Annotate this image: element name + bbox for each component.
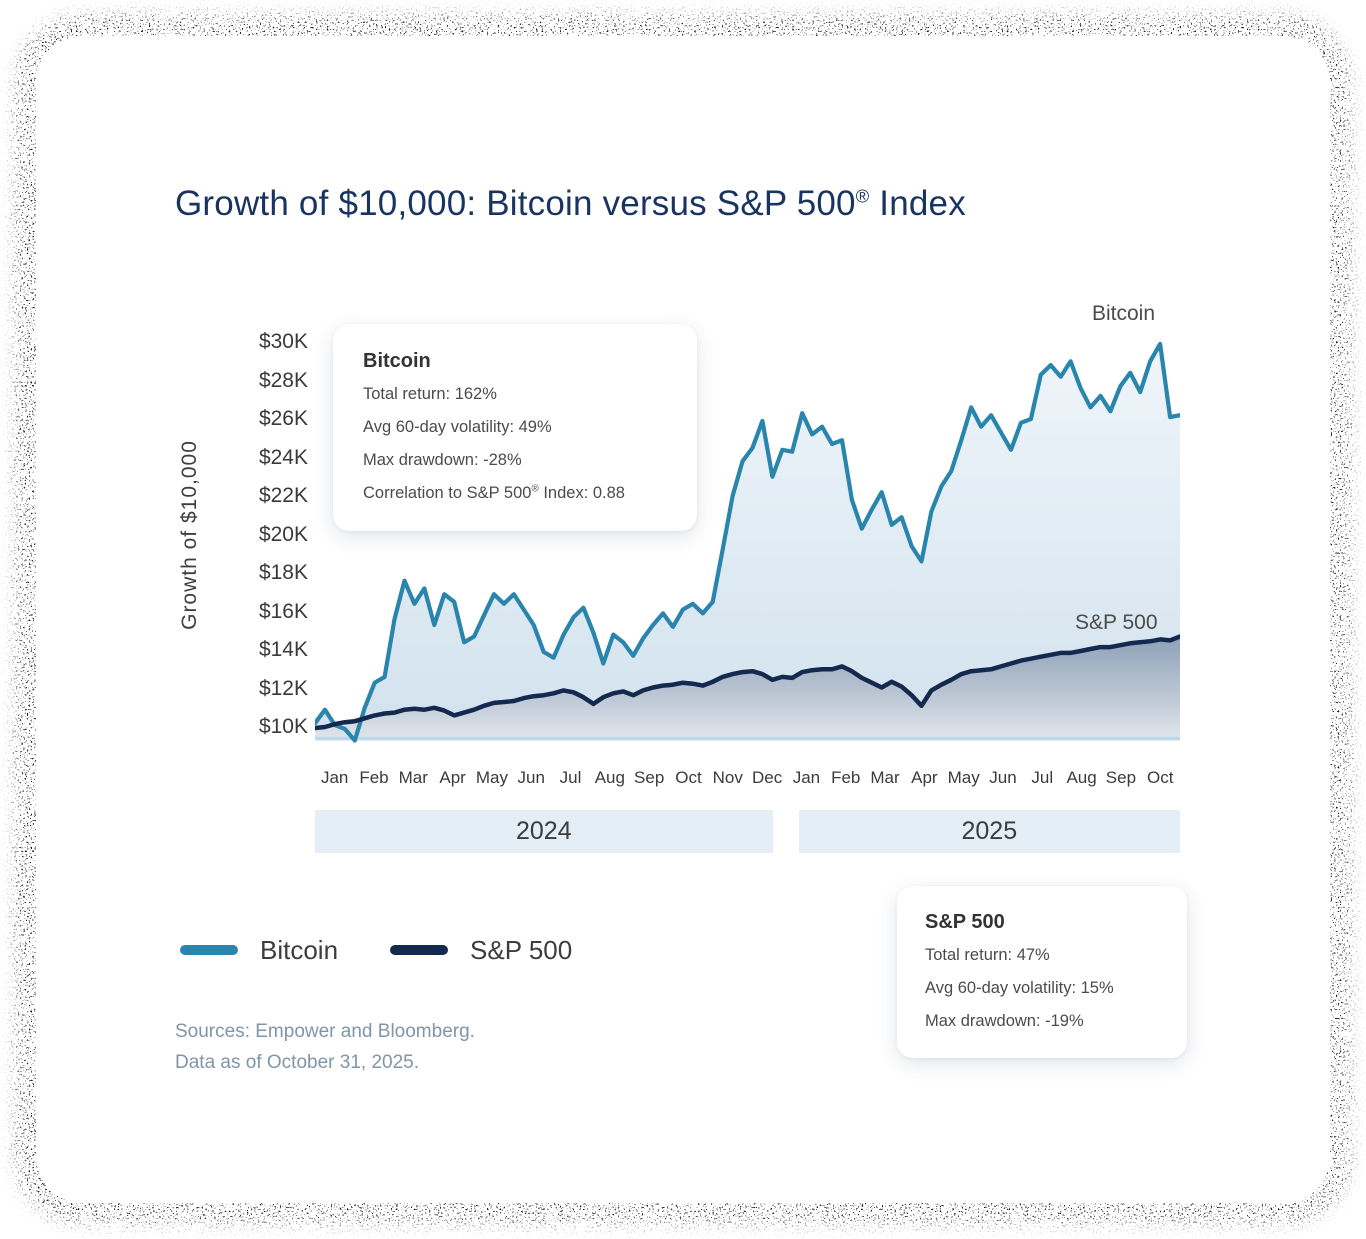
legend: Bitcoin S&P 500	[180, 932, 572, 968]
y-tick-label: $26K	[258, 407, 308, 430]
sp500-line-swatch	[390, 945, 449, 955]
month-label: Apr	[439, 768, 466, 787]
sp500-callout-title: S&P 500	[925, 911, 1005, 933]
month-label: Mar	[870, 768, 900, 787]
month-label: Nov	[712, 768, 743, 787]
month-label: Jun	[989, 768, 1017, 787]
year-bands: 2024 2025	[315, 810, 1180, 853]
sp500-total-return: Total return: 47%	[925, 946, 1050, 964]
bitcoin-max-drawdown: Max drawdown: -28%	[363, 451, 522, 469]
sp500-area	[315, 636, 1180, 739]
registered-mark: ®	[531, 483, 539, 495]
month-label: Oct	[1146, 768, 1174, 787]
month-label: Jun	[517, 768, 545, 787]
chart-card: Growth of $10,000: Bitcoin versus S&P 50…	[36, 36, 1330, 1203]
bitcoin-total-return: Total return: 162%	[363, 385, 497, 403]
source-note: Sources: Empower and Bloomberg. Data as …	[175, 1016, 475, 1078]
y-tick-label: $20K	[258, 522, 308, 546]
bitcoin-volatility: Avg 60-day volatility: 49%	[363, 418, 552, 436]
month-label: Sep	[634, 768, 665, 787]
sp500-series-label: S&P 500	[1075, 611, 1158, 634]
month-label: Feb	[831, 768, 861, 787]
legend-label-sp500: S&P 500	[470, 934, 573, 965]
chart-svg	[315, 341, 1180, 743]
bitcoin-area	[315, 343, 1180, 741]
sp500-stats-callout: S&P 500 Total return: 47% Avg 60-day vol…	[897, 886, 1187, 1058]
month-label: Jan	[320, 768, 349, 787]
sp500-line	[315, 634, 1180, 731]
bitcoin-line-swatch	[180, 945, 238, 955]
correlation-text: Correlation to S&P 500	[363, 484, 532, 502]
month-label: Jul	[1031, 768, 1054, 787]
month-label: Dec	[751, 768, 783, 787]
page-title-suffix: Index	[869, 184, 966, 223]
sp500-max-drawdown: Max drawdown: -19%	[925, 1012, 1084, 1030]
y-axis-ticks: $30K $28K $26K $24K $22K $20K $18K $16K $14K $12K…	[186, 329, 308, 740]
bitcoin-correlation: Correlation to S&P 500® Index: 0.88	[363, 477, 697, 510]
month-label: Jul	[559, 768, 582, 787]
sp500-volatility: Avg 60-day volatility: 15%	[925, 979, 1114, 997]
month-label: Apr	[911, 768, 938, 787]
y-tick-label: $28K	[258, 368, 308, 392]
month-label: Mar	[398, 768, 428, 787]
year-band-2024: 2024	[315, 810, 773, 853]
bitcoin-series-label: Bitcoin	[1092, 302, 1156, 325]
y-tick-label: $22K	[258, 484, 308, 507]
bitcoin-line	[315, 341, 1180, 743]
month-label: Sep	[1105, 768, 1137, 787]
y-tick-label: $18K	[258, 561, 308, 584]
x-axis-month-labels: Jan Feb Mar Apr May Jun Jul Aug Sep Oct Nov Dec Jan F…	[315, 766, 1180, 790]
y-tick-label: $24K	[258, 445, 308, 469]
page-title-main: Growth of $10,000: Bitcoin versus S&P 50…	[175, 184, 856, 223]
legend-item-sp500: S&P 500	[390, 935, 572, 966]
month-label: Jan	[792, 768, 821, 787]
bitcoin-stats-callout: Bitcoin Total return: 162% Avg 60-day vo…	[333, 324, 697, 531]
month-label: Aug	[1066, 768, 1097, 787]
source-line-1: Sources: Empower and Bloomberg.	[175, 1021, 475, 1042]
month-label: May	[475, 768, 508, 787]
bitcoin-callout-title: Bitcoin	[363, 350, 431, 372]
y-tick-label: $10K	[258, 715, 308, 738]
y-tick-label: $16K	[258, 599, 308, 623]
y-tick-label: $14K	[258, 638, 308, 661]
month-label: Aug	[594, 768, 625, 787]
legend-item-bitcoin: Bitcoin	[180, 935, 338, 966]
year-band-2025: 2025	[798, 810, 1180, 853]
correlation-value: Index: 0.88	[538, 484, 625, 502]
month-label: May	[947, 768, 980, 787]
registered-mark: ®	[855, 186, 870, 207]
month-label: Oct	[675, 768, 702, 787]
month-label: Feb	[359, 768, 389, 787]
page-title: Growth of $10,000: Bitcoin versus S&P 50…	[175, 184, 966, 224]
legend-label-bitcoin: Bitcoin	[260, 934, 339, 965]
source-line-2: Data as of October 31, 2025.	[175, 1052, 419, 1073]
y-tick-label: $30K	[258, 330, 308, 353]
y-tick-label: $12K	[258, 676, 308, 700]
